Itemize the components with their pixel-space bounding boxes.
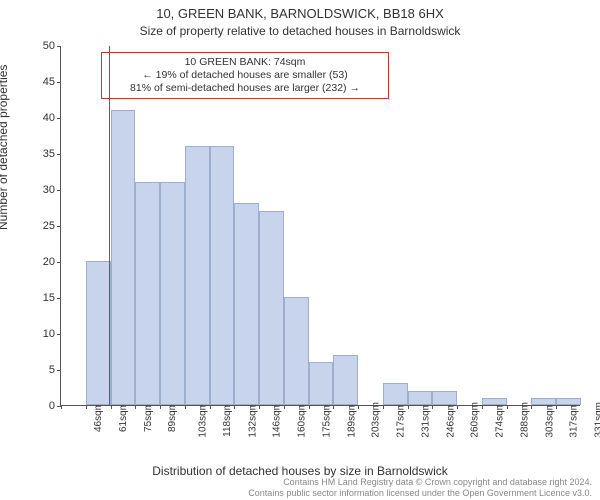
y-tick-label: 20: [25, 256, 55, 268]
histogram-bar: [135, 182, 160, 405]
x-tick-label: 46sqm: [93, 402, 104, 432]
x-tick-mark: [185, 405, 186, 409]
x-tick-label: 89sqm: [167, 402, 178, 432]
x-tick-mark: [309, 405, 310, 409]
chart-title-main: 10, GREEN BANK, BARNOLDSWICK, BB18 6HX: [0, 6, 600, 21]
x-tick-label: 260sqm: [470, 402, 481, 438]
y-tick-mark: [57, 154, 61, 155]
x-tick-label: 231sqm: [420, 402, 431, 438]
plot-area: 10 GREEN BANK: 74sqm ← 19% of detached h…: [60, 46, 580, 406]
y-tick-mark: [57, 190, 61, 191]
chart-title-sub: Size of property relative to detached ho…: [0, 24, 600, 38]
x-tick-mark: [482, 405, 483, 409]
y-tick-label: 40: [25, 112, 55, 124]
histogram-bar: [160, 182, 185, 405]
y-tick-label: 30: [25, 184, 55, 196]
y-tick-mark: [57, 298, 61, 299]
histogram-bar: [185, 146, 210, 405]
y-tick-mark: [57, 334, 61, 335]
histogram-bar: [284, 297, 309, 405]
y-tick-mark: [57, 46, 61, 47]
x-tick-mark: [408, 405, 409, 409]
x-tick-label: 189sqm: [346, 402, 357, 438]
footer-line-1: Contains HM Land Registry data © Crown c…: [248, 477, 592, 487]
x-tick-label: 160sqm: [297, 402, 308, 438]
x-tick-mark: [234, 405, 235, 409]
footer-line-2: Contains public sector information licen…: [248, 488, 592, 498]
histogram-bar: [556, 398, 581, 405]
x-tick-mark: [531, 405, 532, 409]
x-tick-label: 274sqm: [495, 402, 506, 438]
histogram-bar: [210, 146, 235, 405]
x-tick-label: 288sqm: [520, 402, 531, 438]
x-tick-label: 317sqm: [569, 402, 580, 438]
x-tick-mark: [333, 405, 334, 409]
x-tick-label: 103sqm: [198, 402, 209, 438]
x-tick-label: 203sqm: [371, 402, 382, 438]
x-tick-mark: [507, 405, 508, 409]
x-tick-mark: [61, 405, 62, 409]
histogram-bar: [309, 362, 334, 405]
histogram-bar: [408, 391, 433, 405]
x-tick-mark: [358, 405, 359, 409]
annotation-line-1: 10 GREEN BANK: 74sqm: [110, 56, 380, 69]
histogram-bar: [432, 391, 457, 405]
x-tick-label: 331sqm: [594, 402, 600, 438]
x-tick-mark: [160, 405, 161, 409]
y-tick-mark: [57, 226, 61, 227]
x-tick-mark: [432, 405, 433, 409]
histogram-bar: [111, 110, 136, 405]
x-tick-label: 175sqm: [321, 402, 332, 438]
y-tick-mark: [57, 370, 61, 371]
x-tick-label: 303sqm: [544, 402, 555, 438]
x-tick-mark: [284, 405, 285, 409]
y-tick-label: 50: [25, 40, 55, 52]
x-tick-label: 132sqm: [247, 402, 258, 438]
y-tick-label: 15: [25, 292, 55, 304]
y-tick-label: 35: [25, 148, 55, 160]
x-tick-mark: [457, 405, 458, 409]
y-tick-label: 0: [25, 400, 55, 412]
x-tick-mark: [86, 405, 87, 409]
x-tick-label: 246sqm: [445, 402, 456, 438]
x-tick-label: 61sqm: [118, 402, 129, 432]
x-tick-mark: [135, 405, 136, 409]
annotation-box: 10 GREEN BANK: 74sqm ← 19% of detached h…: [101, 52, 389, 99]
histogram-bar: [259, 211, 284, 405]
y-axis-label: Number of detached properties: [0, 65, 10, 230]
x-tick-mark: [210, 405, 211, 409]
y-tick-label: 10: [25, 328, 55, 340]
x-tick-label: 217sqm: [396, 402, 407, 438]
x-tick-mark: [259, 405, 260, 409]
histogram-bar: [482, 398, 507, 405]
x-tick-label: 75sqm: [143, 402, 154, 432]
x-tick-mark: [111, 405, 112, 409]
x-axis-label: Distribution of detached houses by size …: [0, 464, 600, 478]
x-tick-label: 146sqm: [272, 402, 283, 438]
annotation-line-2: ← 19% of detached houses are smaller (53…: [110, 69, 380, 82]
y-tick-mark: [57, 262, 61, 263]
histogram-bar: [531, 398, 556, 405]
y-tick-mark: [57, 82, 61, 83]
x-tick-mark: [556, 405, 557, 409]
y-tick-label: 25: [25, 220, 55, 232]
y-tick-label: 5: [25, 364, 55, 376]
y-tick-label: 45: [25, 76, 55, 88]
footer-attribution: Contains HM Land Registry data © Crown c…: [248, 477, 592, 498]
x-tick-mark: [383, 405, 384, 409]
histogram-bar: [383, 383, 408, 405]
y-tick-mark: [57, 118, 61, 119]
x-tick-label: 118sqm: [222, 402, 233, 437]
histogram-bar: [333, 355, 358, 405]
annotation-line-3: 81% of semi-detached houses are larger (…: [110, 82, 380, 95]
marker-line: [109, 46, 111, 405]
histogram-bar: [234, 203, 259, 405]
histogram-bar: [86, 261, 111, 405]
